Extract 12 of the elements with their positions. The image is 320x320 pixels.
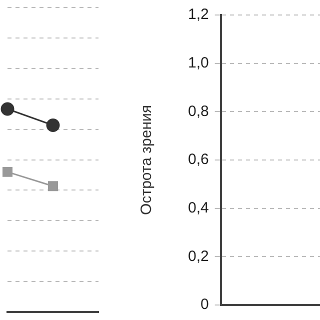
y-tick-label: 0 — [200, 296, 209, 314]
y-tick-label: 0,2 — [188, 248, 209, 265]
y-tick-label: 1,2 — [188, 6, 209, 24]
y-tick-label: 0,4 — [188, 199, 209, 216]
y-tick-label: 0,6 — [188, 151, 209, 168]
point — [46, 118, 60, 132]
y-axis-title: Острота зрения — [138, 105, 156, 215]
y-tick-label: 0,8 — [188, 102, 209, 120]
y-tick-label: 1,0 — [188, 54, 209, 72]
point — [2, 166, 12, 177]
point — [0, 102, 14, 116]
point — [48, 181, 58, 192]
